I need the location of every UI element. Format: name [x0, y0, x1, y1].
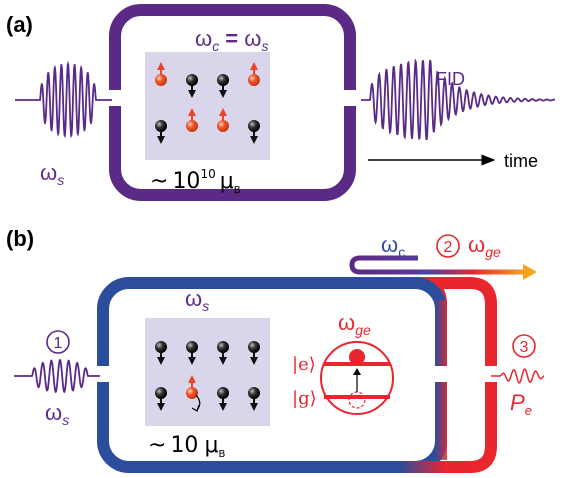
input-pulse-b: [14, 358, 100, 394]
spin-down: [217, 74, 229, 98]
fid-signal: [361, 58, 556, 141]
spin-down: [217, 387, 229, 411]
cavity-bridge-gradient: [400, 461, 445, 473]
input-pulse-a: [15, 60, 112, 139]
time-label: time: [504, 151, 538, 171]
step-3-circle: [512, 334, 536, 358]
spin-up: [186, 108, 198, 132]
step-2-label: 2: [444, 239, 453, 256]
step-1-circle: [46, 330, 70, 354]
tunable-cavity-extension: [340, 277, 497, 473]
spin-up: [155, 62, 167, 86]
panel-b-label: (b): [6, 226, 34, 251]
spin-down: [155, 120, 167, 144]
input-port-gap-a: [104, 90, 126, 106]
spin-up: [248, 62, 260, 86]
spin-down: [248, 120, 260, 144]
cavity-frequency-b: ωs: [185, 286, 209, 314]
tunable-from-freq: ωc: [381, 232, 405, 260]
excited-population: [349, 349, 365, 365]
output-port-gap-b: [480, 366, 502, 382]
tunable-to-freq: ωge: [468, 232, 501, 260]
transmon-qubit: [320, 341, 394, 415]
magnetic-moment-a: ~1010 μB: [150, 167, 241, 196]
spin-down: [155, 341, 167, 365]
spin-ensemble-box-b: [145, 318, 270, 426]
panel-a-label: (a): [6, 12, 33, 37]
drive-frequency-a: ωs: [40, 160, 64, 188]
step-1-label: 1: [54, 335, 63, 352]
spin-down: [248, 387, 260, 411]
spin-down: [186, 74, 198, 98]
spin-up: [217, 108, 229, 132]
resonance-condition-a: ωc = ωs: [195, 26, 268, 54]
ket-e: |e⟩: [292, 354, 316, 375]
transmon-frequency: ωge: [338, 310, 371, 338]
ground-population-empty: [348, 391, 366, 409]
step-2-circle: [436, 234, 460, 258]
spin-ensemble-box-a: [145, 52, 270, 160]
spin-down: [217, 341, 229, 365]
ket-g: |g⟩: [292, 388, 317, 409]
output-port-gap-a: [339, 90, 361, 106]
step-3-label: 3: [520, 339, 529, 356]
frequency-tuning-arrowhead: [523, 264, 537, 280]
readout-signal: [491, 368, 545, 384]
spin-ensemble-a: [155, 62, 260, 144]
panel-a: (a) ωc = ωs ~1010 μB ωs FID time: [6, 4, 556, 201]
magnetic-moment-b: ~10 μB: [148, 433, 225, 460]
frequency-tuning-arrow: [349, 255, 525, 275]
spin-down: [248, 341, 260, 365]
spin-up: [186, 375, 198, 399]
spin-ensemble-b: [155, 341, 260, 411]
panel-b: (b) ωc 2 ωge ωs ~10 μB ωge: [6, 226, 545, 473]
input-port-gap-b: [92, 366, 114, 382]
internal-port-gap-b: [430, 366, 452, 382]
fid-label: FID: [436, 69, 465, 89]
excited-probability: Pe: [510, 390, 532, 418]
spin-down: [186, 341, 198, 365]
spin-down: [155, 387, 167, 411]
drive-frequency-b: ωs: [45, 400, 69, 428]
